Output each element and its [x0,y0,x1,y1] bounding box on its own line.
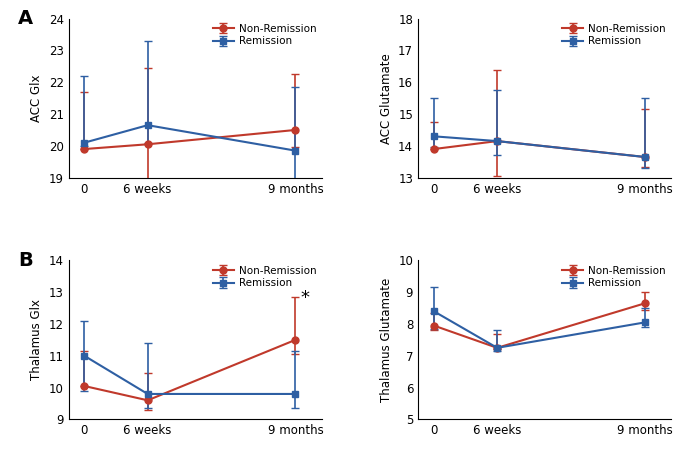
Y-axis label: Thalamus Glx: Thalamus Glx [30,299,43,380]
Y-axis label: ACC Glutamate: ACC Glutamate [379,53,393,144]
Legend: Non-Remission, Remission: Non-Remission, Remission [560,263,668,290]
Legend: Non-Remission, Remission: Non-Remission, Remission [211,22,319,48]
Legend: Non-Remission, Remission: Non-Remission, Remission [211,263,319,290]
Text: *: * [301,289,310,307]
Legend: Non-Remission, Remission: Non-Remission, Remission [560,22,668,48]
Text: B: B [18,251,33,270]
Text: A: A [18,9,33,28]
Y-axis label: Thalamus Glutamate: Thalamus Glutamate [379,278,393,402]
Y-axis label: ACC Glx: ACC Glx [30,75,43,122]
